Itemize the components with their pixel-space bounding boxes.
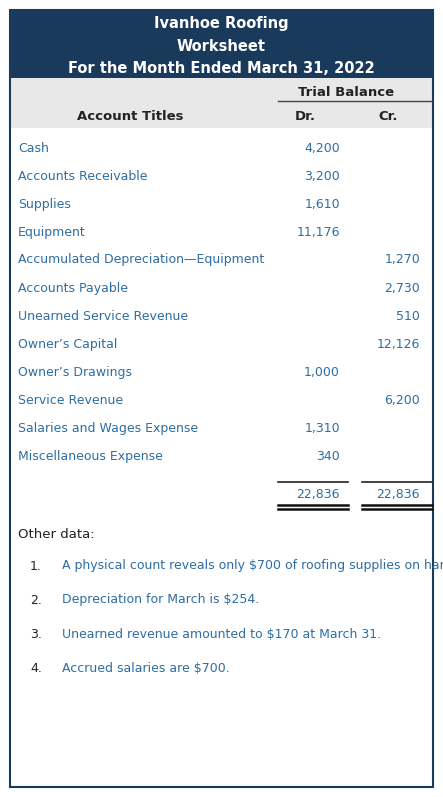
Text: Owner’s Capital: Owner’s Capital: [18, 337, 117, 351]
Text: Equipment: Equipment: [18, 226, 86, 238]
Text: 2,730: 2,730: [384, 281, 420, 295]
Text: Depreciation for March is $254.: Depreciation for March is $254.: [62, 594, 259, 607]
Text: 4,200: 4,200: [304, 142, 340, 155]
Text: Trial Balance: Trial Balance: [299, 85, 395, 99]
Text: 510: 510: [396, 309, 420, 323]
Text: For the Month Ended March 31, 2022: For the Month Ended March 31, 2022: [68, 61, 374, 77]
Text: Unearned Service Revenue: Unearned Service Revenue: [18, 309, 188, 323]
Text: Worksheet: Worksheet: [176, 38, 265, 53]
Text: 1,610: 1,610: [304, 198, 340, 210]
Text: Ivanhoe Roofing: Ivanhoe Roofing: [154, 16, 288, 31]
Text: 22,836: 22,836: [377, 488, 420, 501]
Text: 1,000: 1,000: [304, 366, 340, 379]
Bar: [10, 10, 433, 78]
Text: Salaries and Wages Expense: Salaries and Wages Expense: [18, 422, 198, 434]
Text: Supplies: Supplies: [18, 198, 71, 210]
Bar: [10, 78, 433, 128]
Text: Cash: Cash: [18, 142, 49, 155]
Text: 3.: 3.: [30, 627, 42, 641]
Text: Owner’s Drawings: Owner’s Drawings: [18, 366, 132, 379]
Text: 1,310: 1,310: [304, 422, 340, 434]
Text: Accounts Payable: Accounts Payable: [18, 281, 128, 295]
Text: Unearned revenue amounted to $170 at March 31.: Unearned revenue amounted to $170 at Mar…: [62, 627, 381, 641]
Text: Miscellaneous Expense: Miscellaneous Expense: [18, 450, 163, 462]
Text: Account Titles: Account Titles: [77, 109, 183, 123]
Text: Other data:: Other data:: [18, 528, 95, 540]
Text: 4.: 4.: [30, 662, 42, 674]
Text: Dr.: Dr.: [295, 109, 315, 123]
Text: 11,176: 11,176: [296, 226, 340, 238]
Text: Cr.: Cr.: [378, 109, 398, 123]
Text: Accumulated Depreciation—Equipment: Accumulated Depreciation—Equipment: [18, 253, 264, 266]
Text: Service Revenue: Service Revenue: [18, 394, 123, 406]
Text: 3,200: 3,200: [304, 170, 340, 183]
Text: Accounts Receivable: Accounts Receivable: [18, 170, 148, 183]
Text: 12,126: 12,126: [377, 337, 420, 351]
Text: 6,200: 6,200: [384, 394, 420, 406]
Text: 22,836: 22,836: [296, 488, 340, 501]
Text: 340: 340: [316, 450, 340, 462]
Text: Accrued salaries are $700.: Accrued salaries are $700.: [62, 662, 230, 674]
Text: 1.: 1.: [30, 559, 42, 572]
Text: 1,270: 1,270: [384, 253, 420, 266]
Text: A physical count reveals only $700 of roofing supplies on hand.: A physical count reveals only $700 of ro…: [62, 559, 443, 572]
Text: 2.: 2.: [30, 594, 42, 607]
